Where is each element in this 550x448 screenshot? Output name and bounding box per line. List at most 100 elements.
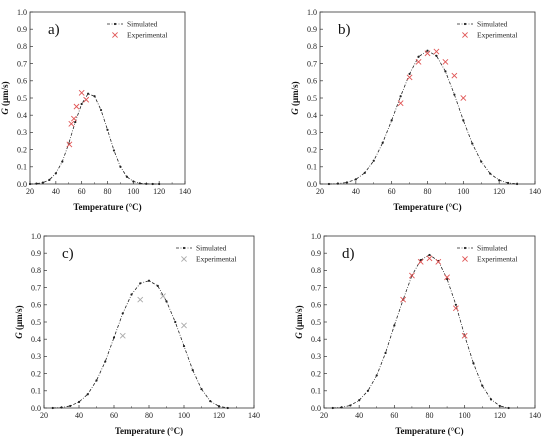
simulated-point [28,182,32,186]
y-tick-label: 0.3 [311,352,321,361]
y-tick-label: 0.1 [31,387,41,396]
experimental-point [400,296,407,303]
x-tick-label: 120 [213,411,225,420]
y-tick-label: 0.5 [31,318,41,327]
legend-simulated-dot [113,22,117,26]
y-tick-label: 0.8 [31,266,41,275]
simulated-point [489,172,492,175]
simulated-point [119,165,122,168]
x-tick-label: 100 [457,187,469,196]
simulated-point [453,93,456,96]
simulated-point [156,284,159,287]
x-tick-label: 80 [145,411,153,420]
simulated-point [454,303,457,306]
experimental-point [417,258,424,265]
experimental-point [442,58,449,65]
legend-experimental-marker [112,32,118,38]
chart-panel-d: 20 40 60 80 100 120 140 0.0 0.1 0.2 0.3 0.4 0.5 0.6 0.… [294,232,541,436]
legend-simulated-label: Simulated [477,244,508,253]
y-tick-label: 0.8 [17,42,27,51]
y-tick-label: 0.4 [31,335,41,344]
x-tick-label: 40 [355,411,363,420]
simulated-point [462,119,465,122]
chart-panel-a: 20 40 60 80 100 120 140 0.0 0.1 0.2 0.3 0.4 0.5 0.6 0.… [0,8,191,212]
y-tick-label: 0.7 [17,59,27,68]
x-tick-label: 60 [110,411,118,420]
simulated-point [95,379,98,382]
legend-simulated-dot [182,246,186,250]
x-tick-label: 100 [459,411,471,420]
panel-label: d) [342,246,355,262]
y-tick-label: 0.6 [311,301,321,310]
y-axis-label: G (μm/s) [294,305,304,338]
y-tick-label: 0.4 [17,111,27,120]
x-tick-label: 140 [179,187,191,196]
experimental-point [406,74,413,81]
simulated-point [112,149,116,152]
legend-simulated-dot [463,246,467,250]
simulated-point [384,351,387,355]
legend-experimental-label: Experimental [127,31,167,40]
y-tick-label: 0.2 [307,145,317,154]
x-tick-label: 140 [529,187,541,196]
simulated-point [480,160,483,163]
y-tick-label: 1.0 [311,232,321,241]
simulated-point [60,406,63,409]
simulated-point [354,178,357,181]
simulated-point [132,180,135,183]
x-tick-label: 80 [104,187,112,196]
y-tick-label: 0.0 [17,180,27,189]
chart-panel-c: 20 40 60 80 100 120 140 0.0 0.1 0.2 0.3 0.4 0.5 0.6 0.… [14,232,260,436]
x-tick-label: 20 [26,187,34,196]
experimental-point [78,89,85,96]
legend-simulated-dot [463,22,467,26]
x-tick-label: 60 [388,187,396,196]
legend-experimental-label: Experimental [477,31,517,40]
simulated-point [86,393,89,396]
x-tick-label: 20 [40,411,48,420]
experimental-point [408,272,415,279]
simulated-point [139,282,142,285]
simulated-point [121,312,124,315]
y-tick-label: 0.1 [311,387,321,396]
simulated-line [29,93,160,185]
y-tick-label: 0.1 [17,163,27,172]
simulated-point [158,182,161,186]
simulated-point [125,175,128,178]
simulated-point [174,320,177,324]
experimental-point [70,115,77,122]
y-tick-label: 0.6 [17,77,27,86]
simulated-point [182,344,186,348]
simulated-point [507,406,510,410]
simulated-point [426,49,429,52]
legend-experimental-marker [462,32,468,38]
x-tick-label: 60 [390,411,398,420]
simulated-point [145,182,148,185]
simulated-point [515,182,519,186]
y-axis-label: G (μm/s) [0,81,10,114]
y-tick-label: 0.4 [307,111,317,120]
simulated-point [381,141,384,144]
simulated-point [336,182,340,185]
experimental-point [160,293,166,300]
x-tick-label: 40 [75,411,83,420]
y-tick-label: 0.9 [311,249,321,258]
x-tick-label: 100 [127,187,139,196]
simulated-point [112,336,116,339]
chart-panel-b: 20 40 60 80 100 120 140 0.0 0.1 0.2 0.3 0.4 0.5 0.6 0.… [290,8,541,212]
x-axis-label: Temperature (°C) [393,202,461,212]
simulated-point [99,108,103,112]
x-axis-label: Temperature (°C) [73,202,141,212]
simulated-point [61,160,64,163]
simulated-point [165,300,168,303]
y-tick-label: 0.9 [31,249,41,258]
legend-experimental-marker [181,256,187,262]
simulated-point [435,54,438,57]
simulated-line [328,50,518,185]
simulated-point [41,181,45,184]
legend-simulated-label: Simulated [196,244,227,253]
simulated-point [191,369,194,372]
y-tick-label: 0.2 [311,369,321,378]
experimental-point [83,96,90,103]
panel-label: c) [62,246,74,262]
